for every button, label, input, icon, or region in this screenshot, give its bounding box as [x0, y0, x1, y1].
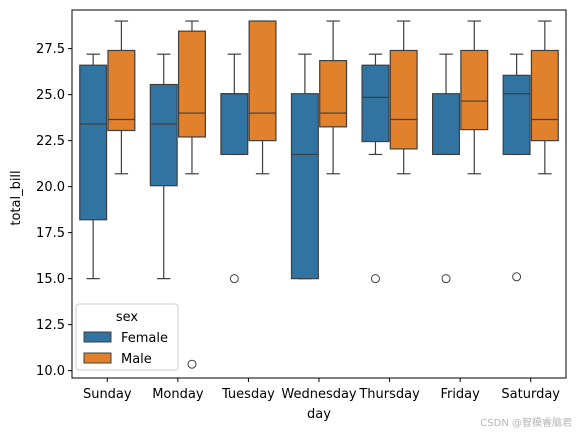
outlier-point [512, 272, 522, 282]
iqr-box [502, 74, 531, 156]
x-tick-label: Thursday [358, 387, 420, 402]
box-female-saturday [502, 53, 531, 282]
iqr-box [460, 49, 489, 131]
iqr-box [319, 59, 348, 128]
box-female-thursday [361, 53, 390, 284]
iqr-box [389, 49, 418, 150]
y-tick-label: 22.5 [36, 134, 65, 149]
x-tick-label: Tuesday [221, 387, 275, 402]
axes-layer: 10.0 12.5 15.0 17.5 20.0 22.5 25.0 27.5 Sunday Mo… [36, 9, 567, 402]
box-male-thursday [389, 20, 418, 175]
box-female-tuesday [220, 53, 249, 284]
x-tick-label: Friday [440, 387, 480, 402]
y-tick-label: 27.5 [36, 42, 65, 57]
box-male-sunday [107, 20, 136, 175]
iqr-box [530, 49, 559, 142]
x-tick-label: Wednesday [281, 387, 357, 402]
y-tick-label: 12.5 [36, 318, 65, 333]
y-tick-label: 17.5 [36, 226, 65, 241]
iqr-box [290, 93, 319, 280]
box-female-monday [149, 53, 178, 280]
y-tick-label: 25.0 [36, 88, 65, 103]
legend-swatch-male [83, 352, 112, 364]
watermark: CSDN @智模睿脑君 [480, 416, 572, 429]
outlier-point [441, 274, 451, 284]
box-male-wednesday [319, 20, 348, 175]
legend: sex Female Male [75, 303, 179, 371]
y-axis-label: total_bill [9, 170, 24, 225]
box-male-friday [460, 20, 489, 175]
y-tick-label: 15.0 [36, 272, 65, 287]
outlier-point [229, 274, 239, 284]
x-tick-label: Monday [152, 387, 204, 402]
box-female-wednesday [290, 53, 319, 280]
x-tick-label: Sunday [83, 387, 132, 402]
outlier-point [370, 274, 380, 284]
x-tick-label: Saturday [501, 387, 560, 402]
x-axis-label: day [307, 407, 331, 422]
box-female-sunday [79, 53, 108, 280]
plot-layer [79, 20, 559, 369]
box-male-saturday [530, 20, 559, 175]
legend-label-female: Female [121, 331, 168, 346]
box-male-tuesday [248, 20, 277, 175]
outlier-point [187, 359, 197, 369]
iqr-box [149, 83, 178, 187]
iqr-box [177, 30, 206, 138]
iqr-box [361, 64, 390, 143]
iqr-box [107, 49, 136, 132]
legend-label-male: Male [121, 352, 152, 367]
iqr-box [248, 20, 277, 142]
iqr-box [220, 93, 249, 156]
box-male-monday [177, 20, 206, 369]
legend-title: sex [116, 310, 139, 325]
iqr-box [79, 64, 108, 221]
iqr-box [432, 93, 461, 156]
legend-swatch-female [83, 331, 112, 343]
y-tick-label: 10.0 [36, 364, 65, 379]
y-tick-label: 20.0 [36, 180, 65, 195]
box-female-friday [432, 53, 461, 284]
